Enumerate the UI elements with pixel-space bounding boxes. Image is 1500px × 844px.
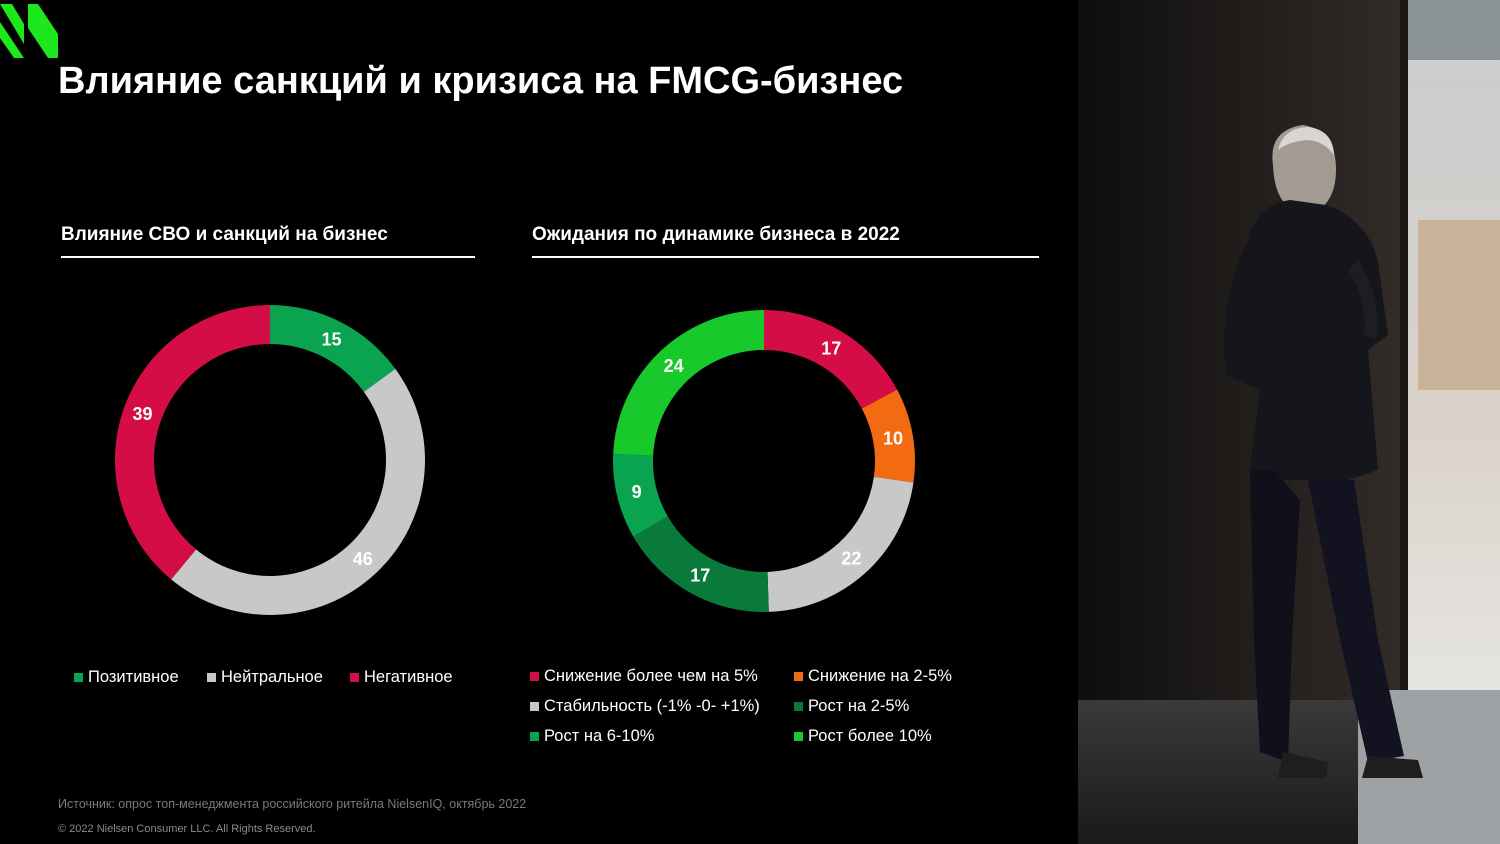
legend-swatch: [794, 732, 803, 741]
data-label-growth-6-10: 9: [632, 482, 642, 502]
donut-slice-neutral: [171, 368, 426, 616]
legend-swatch: [74, 673, 83, 682]
legend-item-stability: Стабильность (-1% -0- +1%): [530, 697, 760, 716]
legend-swatch: [350, 673, 359, 682]
donut-chart-business-expectations: 17 10 22 17 9 24: [613, 310, 915, 612]
chart2-title: Ожидания по динамике бизнеса в 2022: [532, 224, 1039, 258]
legend-swatch: [207, 673, 216, 682]
legend-label: Негативное: [364, 668, 453, 686]
data-label-positive: 15: [322, 329, 342, 349]
data-label-growth-10: 24: [664, 356, 684, 376]
donut-slice-decline-2-5: [861, 389, 915, 483]
nielseniq-logo: [0, 4, 58, 58]
legend-item-decline-2-5: Снижение на 2-5%: [794, 667, 952, 686]
legend-swatch: [530, 672, 539, 681]
data-label-negative: 39: [132, 404, 152, 424]
businessman-photo: [1078, 0, 1500, 844]
data-label-decline-5: 17: [821, 339, 841, 359]
legend-item-decline-5: Снижение более чем на 5%: [530, 667, 758, 686]
legend-label: Стабильность (-1% -0- +1%): [544, 697, 760, 715]
data-label-stability: 22: [841, 549, 861, 569]
donut-chart-business-impact: 15 46 39: [114, 305, 426, 616]
legend-label: Рост на 6-10%: [544, 727, 655, 745]
legend-label: Рост на 2-5%: [808, 697, 910, 715]
chart1-title: Влияние СВО и санкций на бизнес: [61, 224, 475, 258]
donut-slice-stability: [767, 476, 914, 612]
source-note: Источник: опрос топ-менеджмента российск…: [58, 797, 527, 811]
legend-swatch: [530, 702, 539, 711]
legend-label: Снижение на 2-5%: [808, 667, 952, 685]
donut-slice-positive: [270, 305, 396, 392]
legend-swatch: [530, 732, 539, 741]
data-label-decline-2-5: 10: [883, 428, 903, 448]
legend-swatch: [794, 672, 803, 681]
legend-label: Нейтральное: [221, 668, 323, 686]
legend-label: Рост более 10%: [808, 727, 932, 745]
copyright-note: © 2022 Nielsen Consumer LLC. All Rights …: [58, 823, 316, 835]
donut-slice-growth-2-5: [633, 516, 769, 612]
donut-slice-growth-10: [613, 310, 764, 456]
legend-label: Позитивное: [88, 668, 179, 686]
legend-item-positive: Позитивное: [74, 668, 179, 687]
legend-item-neutral: Нейтральное: [207, 668, 323, 687]
donut-slice-decline-5: [764, 310, 898, 409]
page-title: Влияние санкций и кризиса на FMCG-бизнес: [58, 60, 904, 102]
data-label-neutral: 46: [353, 549, 373, 569]
legend-item-negative: Негативное: [350, 668, 453, 687]
donut-slice-growth-6-10: [613, 453, 668, 537]
legend-item-growth-2-5: Рост на 2-5%: [794, 697, 909, 716]
legend-label: Снижение более чем на 5%: [544, 667, 758, 685]
legend-item-growth-10: Рост более 10%: [794, 727, 932, 746]
data-label-growth-2-5: 17: [690, 565, 710, 585]
legend-item-growth-6-10: Рост на 6-10%: [530, 727, 654, 746]
legend-swatch: [794, 702, 803, 711]
donut-slice-negative: [114, 305, 270, 580]
